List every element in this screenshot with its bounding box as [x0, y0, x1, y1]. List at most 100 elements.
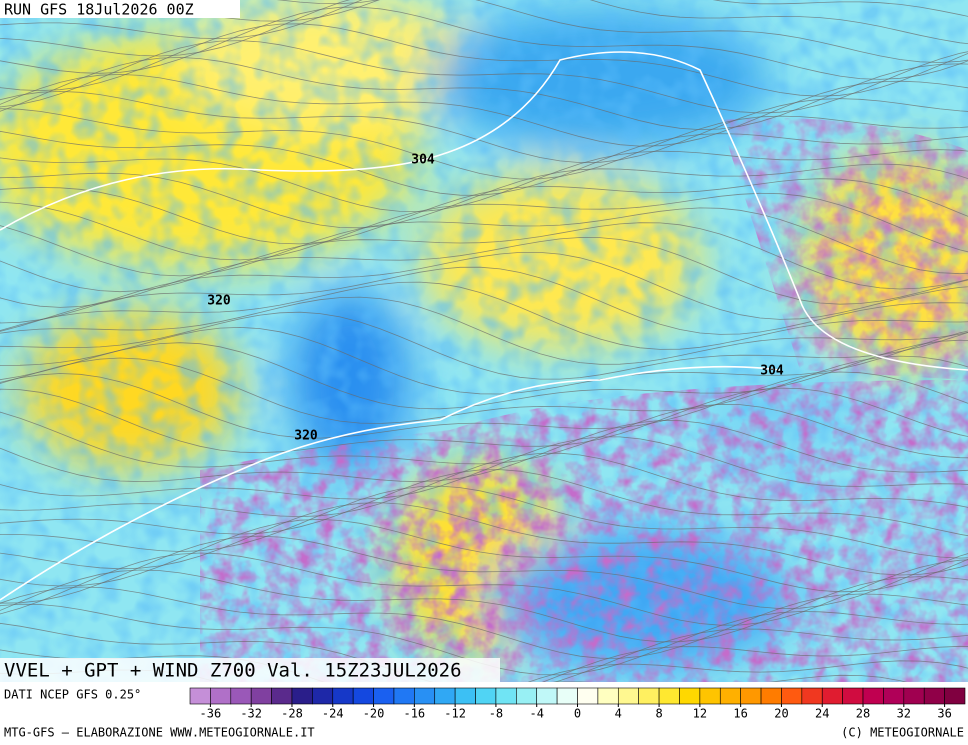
colorbar-box: [638, 687, 660, 705]
colorbar-box: [393, 687, 415, 705]
colorbar-box: [577, 687, 599, 705]
colorbar-box: [679, 687, 701, 705]
colorbar-box: [352, 687, 374, 705]
colorbar-box: [189, 687, 211, 705]
colorbar-box: [699, 687, 721, 705]
source-label: DATI NCEP GFS 0.25°: [4, 688, 141, 702]
streamline: [0, 311, 968, 380]
streamline: [552, 674, 908, 682]
run-box: [0, 0, 240, 18]
colorbar-box: [597, 687, 619, 705]
colorbar-tick-label: 0: [574, 707, 581, 721]
streamline: [0, 452, 968, 518]
colorbar-box: [944, 687, 966, 705]
colorbar-tick-label: -20: [363, 707, 385, 721]
streamline: [0, 485, 968, 559]
colorbar-box: [271, 687, 293, 705]
colorbar-tick-label: -4: [529, 707, 543, 721]
colorbar-box: [801, 687, 823, 705]
streamline: [0, 535, 968, 610]
contour-labels: 304 320 320 304: [207, 153, 784, 444]
colorbar-box: [536, 687, 558, 705]
colorbar-tick-label: 24: [815, 707, 829, 721]
footer-right: (C) METEOGIORNALE: [841, 726, 964, 740]
colorbar-tick-label: 16: [733, 707, 747, 721]
colorbar-box: [923, 687, 945, 705]
streamline: [0, 339, 968, 410]
colorbar-box: [434, 687, 456, 705]
colorbar-box: [516, 687, 538, 705]
contour-label: 320: [294, 429, 318, 444]
streamline: [0, 569, 968, 643]
streamline: [0, 469, 968, 537]
streamline: [0, 296, 968, 365]
streamline: [0, 40, 968, 114]
colorbar-tick-label: -24: [322, 707, 344, 721]
colorbar-tick-label: -12: [444, 707, 466, 721]
colorbar-box: [760, 687, 782, 705]
colorbar-box: [495, 687, 517, 705]
title-box: [0, 658, 500, 682]
streamline: [0, 178, 968, 245]
streamline: [0, 518, 968, 593]
streamline: [0, 56, 968, 131]
streamline: [0, 149, 968, 213]
contour-line: [0, 365, 781, 601]
streamline: [0, 326, 968, 395]
streamline: [0, 645, 968, 682]
colorbar-box: [617, 687, 639, 705]
streamline: [0, 622, 968, 682]
contour-label: 304: [411, 153, 435, 168]
streamline: [0, 252, 968, 324]
colorbar-box: [821, 687, 843, 705]
streamline: [0, 281, 968, 350]
colorbar-box: [332, 687, 354, 705]
colorbar-box: [719, 687, 741, 705]
contour-label: 304: [760, 364, 784, 379]
colorbar-box: [842, 687, 864, 705]
colorbar-tick-label: 20: [774, 707, 788, 721]
streamline: [0, 371, 968, 439]
colorbar-box: [781, 687, 803, 705]
footer-left: MTG-GFS — ELABORAZIONE WWW.METEOGIORNALE…: [4, 726, 315, 740]
colorbar-box: [373, 687, 395, 705]
streamline: [0, 237, 968, 308]
contours: [0, 51, 968, 601]
streamline: [0, 436, 968, 500]
contour-label: 320: [207, 294, 231, 309]
colorbar-tick-label: -16: [403, 707, 425, 721]
streamline: [0, 502, 968, 576]
colorbar-box: [210, 687, 232, 705]
streamline: [0, 73, 968, 147]
streamline: [0, 108, 968, 180]
streamline: [0, 387, 968, 454]
streamline: [0, 6, 968, 80]
colorbar-tick-label: -28: [281, 707, 303, 721]
colorbar-tick-label: 12: [693, 707, 707, 721]
colorbar-tick-label: 8: [655, 707, 662, 721]
colorbar-box: [230, 687, 252, 705]
colorbar-box: [658, 687, 680, 705]
colorbar-tick-label: -32: [240, 707, 262, 721]
contour-line: [0, 51, 968, 371]
colorbar-tick-label: 28: [856, 707, 870, 721]
streamline: [0, 0, 968, 45]
colorbar-box: [454, 687, 476, 705]
colorbar-box: [312, 687, 334, 705]
colorbar: -36 -32 -28 -24 -20 -16 -12 -8 -4 0 4 8 12 16 20 24 28 32…: [189, 687, 966, 721]
colorbar-tick-label: -8: [489, 707, 503, 721]
streamline: [0, 403, 968, 468]
colorbar-tick-label: -36: [200, 707, 222, 721]
colorbar-box: [903, 687, 925, 705]
map-title: VVEL + GPT + WIND Z700 Val. 15Z23JUL2026: [4, 660, 462, 682]
run-label: RUN GFS 18Jul2026 00Z: [4, 1, 194, 19]
colorbar-box: [250, 687, 272, 705]
streamline: [0, 0, 968, 63]
streamline: [0, 355, 968, 424]
colorbar-box: [475, 687, 497, 705]
streamline: [0, 586, 968, 659]
streamline: [0, 552, 968, 626]
